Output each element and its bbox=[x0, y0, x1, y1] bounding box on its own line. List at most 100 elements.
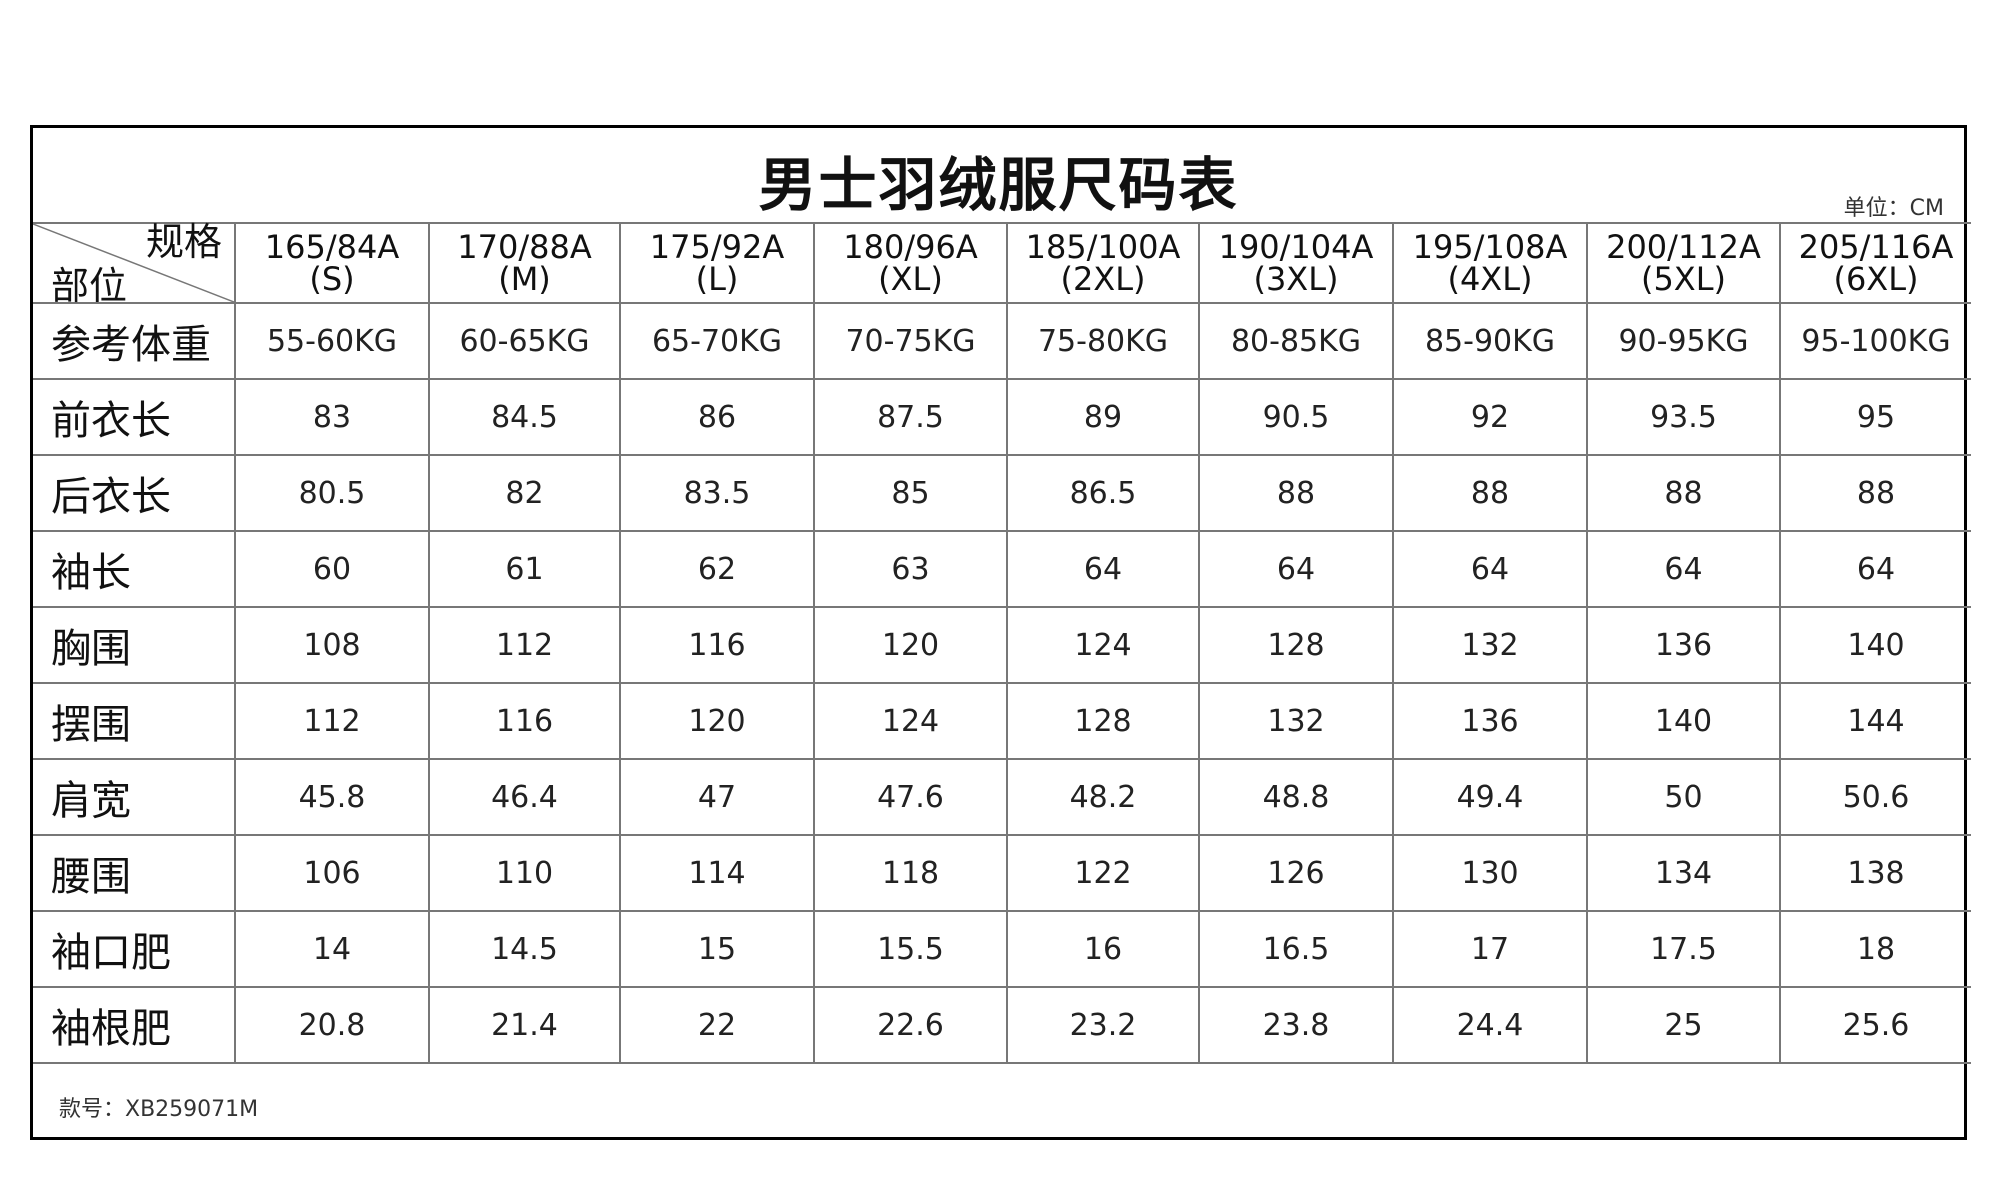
table-cell: 15.5 bbox=[813, 910, 1008, 988]
table-row: 前衣长 83 84.5 86 87.5 89 90.5 92 93.5 95 bbox=[33, 378, 1971, 456]
size-label: (5XL) bbox=[1640, 260, 1727, 298]
chart-title: 男士羽绒服尺码表 bbox=[758, 151, 1239, 219]
table-cell: 25 bbox=[1586, 986, 1781, 1064]
table-cell: 61 bbox=[428, 530, 621, 608]
table-cell: 128 bbox=[1198, 606, 1394, 684]
table-cell: 83 bbox=[234, 378, 430, 456]
table-cell: 88 bbox=[1392, 454, 1588, 532]
table-cell: 118 bbox=[813, 834, 1008, 912]
row-label: 摆围 bbox=[33, 682, 236, 760]
row-label: 后衣长 bbox=[33, 454, 236, 532]
table-cell: 89 bbox=[1006, 378, 1200, 456]
table-cell: 120 bbox=[813, 606, 1008, 684]
size-header: 195/108A (4XL) bbox=[1392, 222, 1588, 304]
size-spec: 170/88A bbox=[457, 228, 592, 266]
table-cell: 47.6 bbox=[813, 758, 1008, 836]
table-row: 袖口肥 14 14.5 15 15.5 16 16.5 17 17.5 18 bbox=[33, 910, 1971, 988]
table-cell: 136 bbox=[1392, 682, 1588, 760]
size-header: 205/116A (6XL) bbox=[1779, 222, 1971, 304]
table-cell: 116 bbox=[619, 606, 815, 684]
row-label: 袖口肥 bbox=[33, 910, 236, 988]
unit-label: 单位：CM bbox=[1843, 196, 1944, 221]
size-label: (S) bbox=[309, 260, 355, 298]
row-label: 参考体重 bbox=[33, 302, 236, 380]
table-row: 袖长 60 61 62 63 64 64 64 64 64 bbox=[33, 530, 1971, 608]
table-cell: 110 bbox=[428, 834, 621, 912]
table-cell: 84.5 bbox=[428, 378, 621, 456]
table-cell: 48.2 bbox=[1006, 758, 1200, 836]
table-cell: 63 bbox=[813, 530, 1008, 608]
table-cell: 23.8 bbox=[1198, 986, 1394, 1064]
corner-part-label: 部位 bbox=[51, 264, 128, 308]
style-number: 款号：XB259071M bbox=[59, 1097, 259, 1122]
table-cell: 18 bbox=[1779, 910, 1971, 988]
table-cell: 82 bbox=[428, 454, 621, 532]
table-cell: 124 bbox=[813, 682, 1008, 760]
table-cell: 106 bbox=[234, 834, 430, 912]
corner-cell: 规格 部位 bbox=[33, 222, 236, 308]
table-cell: 112 bbox=[234, 682, 430, 760]
table-cell: 45.8 bbox=[234, 758, 430, 836]
size-header: 175/92A (L) bbox=[619, 222, 815, 304]
table-cell: 138 bbox=[1779, 834, 1971, 912]
table-cell: 65-70KG bbox=[619, 302, 815, 380]
table-cell: 87.5 bbox=[813, 378, 1008, 456]
table-cell: 140 bbox=[1586, 682, 1781, 760]
table-cell: 16.5 bbox=[1198, 910, 1394, 988]
table-cell: 75-80KG bbox=[1006, 302, 1200, 380]
size-label: (XL) bbox=[878, 260, 943, 298]
row-label: 肩宽 bbox=[33, 758, 236, 836]
table-cell: 132 bbox=[1392, 606, 1588, 684]
table-cell: 86 bbox=[619, 378, 815, 456]
table-cell: 60-65KG bbox=[428, 302, 621, 380]
table-cell: 120 bbox=[619, 682, 815, 760]
table-row: 后衣长 80.5 82 83.5 85 86.5 88 88 88 88 bbox=[33, 454, 1971, 532]
table-cell: 85 bbox=[813, 454, 1008, 532]
table-cell: 86.5 bbox=[1006, 454, 1200, 532]
table-cell: 136 bbox=[1586, 606, 1781, 684]
table-cell: 47 bbox=[619, 758, 815, 836]
table-cell: 25.6 bbox=[1779, 986, 1971, 1064]
table-cell: 108 bbox=[234, 606, 430, 684]
table-cell: 128 bbox=[1006, 682, 1200, 760]
table-cell: 124 bbox=[1006, 606, 1200, 684]
row-label: 胸围 bbox=[33, 606, 236, 684]
table-cell: 64 bbox=[1006, 530, 1200, 608]
size-chart: 男士羽绒服尺码表 单位：CM 规格 部位 165/84A (S) 170/88A (M) 1… bbox=[30, 125, 1971, 1140]
size-table: 规格 部位 165/84A (S) 170/88A (M) 175/92A (L) 180/96… bbox=[33, 222, 1971, 1064]
diagonal-divider bbox=[33, 224, 234, 302]
table-cell: 80.5 bbox=[234, 454, 430, 532]
table-cell: 95-100KG bbox=[1779, 302, 1971, 380]
size-header: 185/100A (2XL) bbox=[1006, 222, 1200, 304]
table-cell: 112 bbox=[428, 606, 621, 684]
size-spec: 200/112A bbox=[1606, 228, 1761, 266]
table-row: 腰围 106 110 114 118 122 126 130 134 138 bbox=[33, 834, 1971, 912]
table-cell: 14.5 bbox=[428, 910, 621, 988]
table-cell: 50.6 bbox=[1779, 758, 1971, 836]
size-header: 200/112A (5XL) bbox=[1586, 222, 1781, 304]
table-cell: 126 bbox=[1198, 834, 1394, 912]
row-label: 袖根肥 bbox=[33, 986, 236, 1064]
size-label: (M) bbox=[498, 260, 551, 298]
row-label: 袖长 bbox=[33, 530, 236, 608]
table-cell: 17.5 bbox=[1586, 910, 1781, 988]
table-cell: 85-90KG bbox=[1392, 302, 1588, 380]
table-cell: 144 bbox=[1779, 682, 1971, 760]
size-spec: 180/96A bbox=[843, 228, 978, 266]
header-row: 规格 部位 165/84A (S) 170/88A (M) 175/92A (L) 180/96… bbox=[33, 222, 1971, 308]
table-cell: 95 bbox=[1779, 378, 1971, 456]
size-label: (2XL) bbox=[1060, 260, 1146, 298]
table-cell: 22 bbox=[619, 986, 815, 1064]
table-cell: 114 bbox=[619, 834, 815, 912]
table-cell: 122 bbox=[1006, 834, 1200, 912]
table-cell: 24.4 bbox=[1392, 986, 1588, 1064]
table-cell: 48.8 bbox=[1198, 758, 1394, 836]
table-cell: 64 bbox=[1392, 530, 1588, 608]
table-cell: 50 bbox=[1586, 758, 1781, 836]
table-cell: 14 bbox=[234, 910, 430, 988]
table-cell: 88 bbox=[1586, 454, 1781, 532]
size-label: (L) bbox=[695, 260, 739, 298]
size-spec: 195/108A bbox=[1412, 228, 1568, 266]
table-cell: 17 bbox=[1392, 910, 1588, 988]
table-cell: 88 bbox=[1198, 454, 1394, 532]
